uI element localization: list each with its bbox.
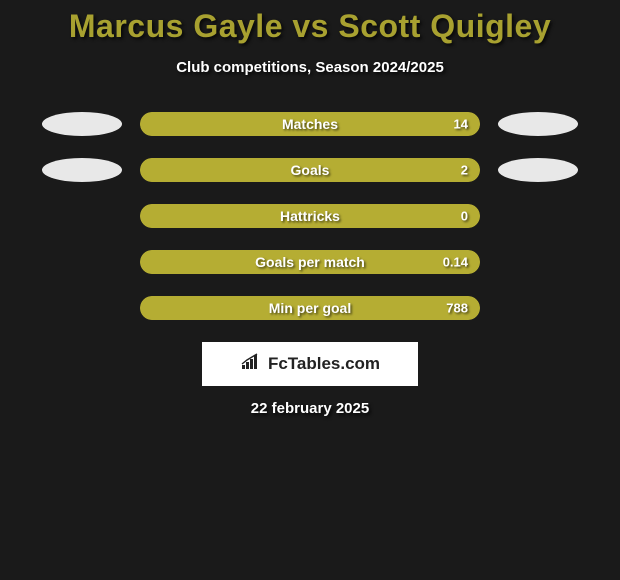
right-ellipse — [498, 158, 578, 182]
stat-label: Hattricks — [280, 208, 340, 224]
stat-row: Matches 14 — [0, 112, 620, 136]
left-ellipse — [42, 158, 122, 182]
stat-value: 14 — [454, 117, 468, 132]
stat-label: Matches — [282, 116, 338, 132]
stat-label: Goals per match — [255, 254, 365, 270]
stat-bar: Goals per match 0.14 — [140, 250, 480, 274]
right-spacer — [498, 296, 578, 320]
left-spacer — [42, 204, 122, 228]
stat-value: 788 — [446, 301, 468, 316]
left-ellipse — [42, 112, 122, 136]
logo-text: FcTables.com — [240, 353, 380, 376]
stat-row: Goals per match 0.14 — [0, 250, 620, 274]
infographic-container: Marcus Gayle vs Scott Quigley Club compe… — [0, 0, 620, 417]
stat-bar: Matches 14 — [140, 112, 480, 136]
stat-row: Hattricks 0 — [0, 204, 620, 228]
stat-bar: Goals 2 — [140, 158, 480, 182]
stats-area: Matches 14 Goals 2 Hattricks 0 Goals per match… — [0, 112, 620, 320]
stat-row: Min per goal 788 — [0, 296, 620, 320]
stat-value: 2 — [461, 163, 468, 178]
stat-label: Min per goal — [269, 300, 351, 316]
stat-row: Goals 2 — [0, 158, 620, 182]
stat-label: Goals — [291, 162, 330, 178]
site-logo[interactable]: FcTables.com — [202, 342, 418, 386]
bar-chart-icon — [240, 353, 262, 376]
right-ellipse — [498, 112, 578, 136]
page-title: Marcus Gayle vs Scott Quigley — [0, 8, 620, 45]
right-spacer — [498, 250, 578, 274]
logo-label: FcTables.com — [268, 354, 380, 374]
stat-value: 0 — [461, 209, 468, 224]
right-spacer — [498, 204, 578, 228]
left-spacer — [42, 250, 122, 274]
stat-bar: Min per goal 788 — [140, 296, 480, 320]
stat-value: 0.14 — [443, 255, 468, 270]
subtitle: Club competitions, Season 2024/2025 — [0, 59, 620, 76]
stat-bar: Hattricks 0 — [140, 204, 480, 228]
date-text: 22 february 2025 — [0, 400, 620, 417]
left-spacer — [42, 296, 122, 320]
